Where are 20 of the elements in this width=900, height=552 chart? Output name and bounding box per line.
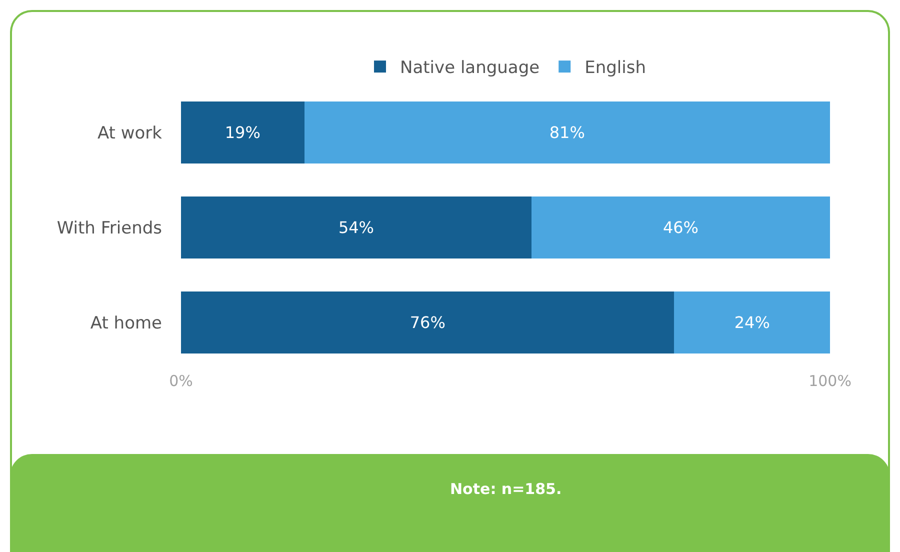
bar [304,102,830,164]
text: 76% [410,313,446,332]
y-tick-label: With Friends [56,218,162,238]
legend-label: English [584,58,646,78]
bar [181,196,532,258]
bar [181,292,674,354]
text: 81% [549,123,585,142]
bar [181,102,304,164]
text: Note: n=185. [450,480,562,498]
bar [674,292,830,354]
x-tick-label: 100% [808,372,852,390]
legend-label: Native language [400,58,540,78]
text: 54% [338,218,374,238]
text: 46% [662,218,699,238]
text: 24% [734,313,770,332]
x-tick-label: 0% [169,372,193,390]
text: 19% [224,123,260,142]
bar [531,196,830,258]
y-tick-label: At work [97,123,162,144]
y-tick-label: At home [90,313,162,334]
